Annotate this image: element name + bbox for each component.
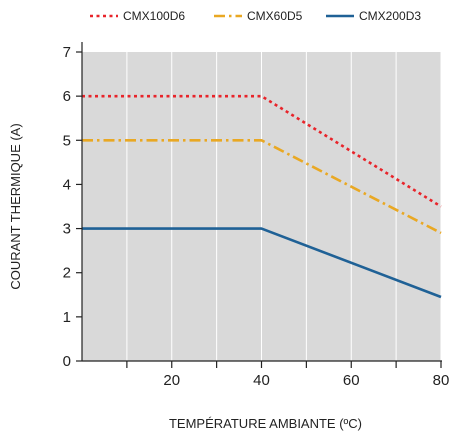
y-axis-label: COURANT THERMIQUE (A): [8, 123, 23, 289]
y-axis-ticks: 0 1 2 3 4 5 6 7: [63, 44, 82, 370]
y-tick-label: 0: [63, 353, 71, 370]
y-tick-label: 3: [63, 221, 71, 238]
y-tick-label: 6: [63, 88, 71, 105]
y-tick-label: 5: [63, 132, 71, 149]
series-line-cmx100d6: [82, 94, 442, 208]
x-tick-label: 40: [253, 372, 270, 389]
legend-label-cmx100d6: CMX100D6: [123, 9, 185, 23]
legend: CMX100D6 CMX60D5 CMX200D3: [90, 9, 421, 23]
y-tick-label: 7: [63, 44, 71, 61]
x-axis-label: TEMPÉRATURE AMBIANTE (ºC): [169, 416, 362, 431]
x-axis-ticks: 20 40 60 80: [126, 361, 450, 389]
legend-label-cmx200d3: CMX200D3: [359, 9, 421, 23]
series-line-cmx60d5: [82, 138, 442, 235]
x-tick-label: 60: [343, 372, 360, 389]
series-line-cmx200d3: [82, 227, 442, 299]
x-tick-label: 20: [163, 372, 180, 389]
series-layer: [82, 94, 442, 299]
y-tick-label: 4: [63, 176, 71, 193]
y-tick-label: 2: [63, 265, 71, 282]
x-tick-label: 80: [433, 372, 450, 389]
legend-label-cmx60d5: CMX60D5: [247, 9, 303, 23]
y-tick-label: 1: [63, 309, 71, 326]
